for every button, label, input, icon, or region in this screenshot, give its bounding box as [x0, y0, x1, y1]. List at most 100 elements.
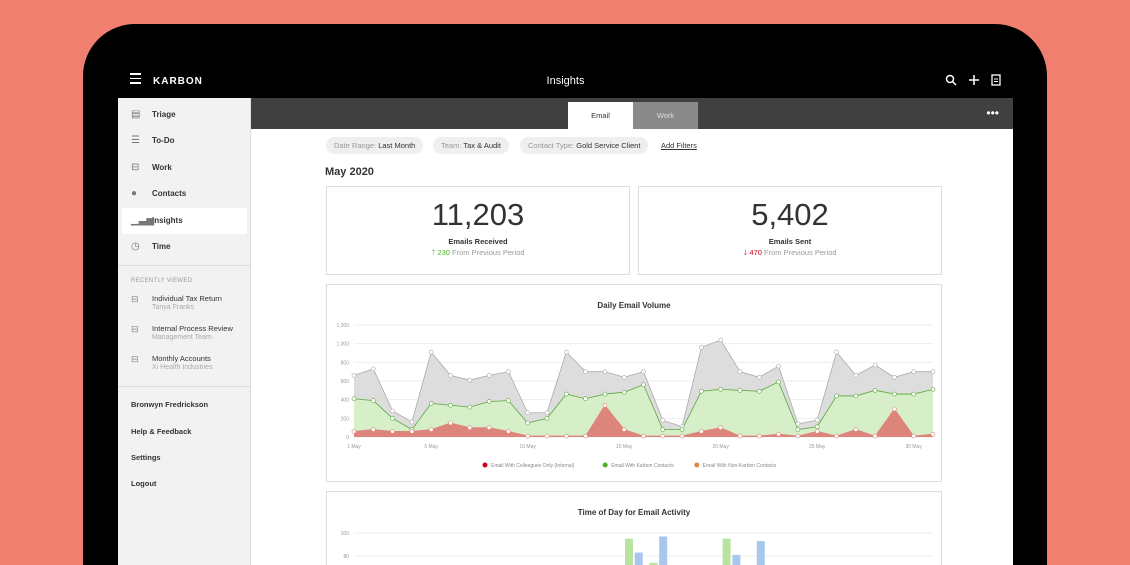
legend-marker: [482, 462, 488, 468]
data-point: [795, 433, 801, 439]
data-point: [776, 431, 781, 437]
data-point: [737, 369, 743, 374]
data-point: [872, 362, 878, 368]
filter-team[interactable]: Team: Tax & Audit: [433, 137, 509, 154]
sidebar-item-time[interactable]: ◷ Time: [122, 234, 247, 260]
divider: [118, 386, 251, 387]
data-point: [834, 349, 839, 355]
brand-logo: KARBON: [153, 76, 203, 87]
help-feedback-link[interactable]: Help & Feedback: [131, 427, 192, 436]
settings-link[interactable]: Settings: [131, 453, 161, 462]
data-point: [486, 399, 492, 404]
more-options-icon[interactable]: •••: [986, 106, 999, 120]
data-point: [486, 373, 492, 378]
recent-item[interactable]: ⊟ Individual Tax Return Tanya Franks: [131, 294, 222, 311]
y-tick-label: 1,000: [336, 342, 349, 348]
data-point: [467, 425, 473, 430]
data-point: [911, 369, 917, 374]
data-point: [737, 388, 743, 393]
y-tick-label: 800: [341, 360, 350, 366]
data-point: [390, 416, 395, 421]
data-point: [911, 433, 917, 439]
sidebar-item-triage[interactable]: ▤ Triage: [122, 102, 247, 128]
recent-item[interactable]: ⊟ Monthly Accounts Xi Health Industries: [131, 354, 213, 371]
legend-label: Email With Colleagues Only (Internal): [491, 463, 575, 469]
data-point: [892, 374, 897, 380]
data-point: [853, 373, 859, 378]
data-point: [544, 410, 550, 416]
data-point: [428, 427, 434, 432]
x-tick-label: 30 May: [905, 444, 922, 450]
filter-contact-type[interactable]: Contact Type: Gold Service Client: [520, 137, 649, 154]
data-point: [718, 387, 724, 392]
sidebar-item-contacts[interactable]: ● Contacts: [122, 181, 247, 207]
y-tick-label: 200: [341, 416, 350, 422]
top-bar: KARBON Insights: [118, 62, 1013, 98]
user-profile-link[interactable]: Bronwyn Fredrickson: [131, 400, 209, 409]
data-point: [699, 345, 704, 350]
bar: [756, 541, 765, 565]
sidebar-item-work[interactable]: ⊟ Work: [122, 155, 247, 181]
arrow-up-icon: 🡑: [431, 248, 436, 257]
data-point: [467, 377, 473, 383]
kpi-emails-received: 11,203 Emails Received 🡑 230 From Previo…: [326, 186, 630, 275]
menu-icon[interactable]: [130, 73, 141, 85]
data-point: [621, 374, 627, 380]
data-point: [641, 369, 646, 374]
data-point: [660, 433, 666, 439]
search-icon[interactable]: [945, 74, 957, 86]
data-point: [699, 388, 704, 394]
tab-work[interactable]: Work: [633, 102, 698, 129]
period-heading: May 2020: [325, 166, 374, 178]
data-point: [370, 366, 376, 372]
data-point: [409, 419, 415, 425]
data-point: [583, 396, 588, 402]
data-point: [679, 427, 685, 432]
data-point: [756, 374, 762, 380]
data-point: [390, 408, 395, 414]
data-point: [602, 369, 608, 374]
data-point: [892, 391, 897, 397]
data-point: [506, 429, 511, 434]
recent-item[interactable]: ⊟ Internal Process Review Management Team: [131, 324, 233, 341]
data-point: [872, 388, 878, 393]
notes-icon[interactable]: [990, 74, 1002, 86]
y-tick-label: 100: [341, 531, 350, 537]
data-point: [351, 429, 357, 434]
divider: [118, 265, 251, 266]
briefcase-icon: ⊟: [131, 324, 139, 334]
daily-email-volume-chart: Daily Email Volume 0 200 400 600 800 1,000 1,20…: [336, 301, 936, 469]
data-point: [699, 429, 704, 434]
area-series-2: [354, 405, 933, 437]
data-point: [911, 391, 917, 397]
filter-date-range[interactable]: Date Range: Last Month: [326, 137, 424, 154]
add-filters-link[interactable]: Add Filters: [661, 141, 697, 150]
logout-link[interactable]: Logout: [131, 479, 157, 488]
data-point: [795, 427, 801, 432]
person-icon: ●: [131, 188, 138, 199]
data-point: [370, 398, 376, 403]
data-point: [776, 379, 781, 385]
y-tick-label: 0: [346, 435, 349, 441]
data-point: [660, 427, 666, 432]
plus-icon[interactable]: [968, 74, 980, 86]
sidebar-item-to-do[interactable]: ☰ To-Do: [122, 128, 247, 154]
x-tick-label: 25 May: [809, 444, 826, 450]
data-point: [525, 410, 530, 416]
data-point: [930, 369, 936, 374]
data-point: [602, 391, 608, 397]
y-tick-label: 600: [341, 379, 350, 385]
tab-email[interactable]: Email: [568, 102, 633, 129]
data-point: [564, 433, 569, 439]
data-point: [834, 393, 839, 399]
bar: [659, 536, 668, 565]
x-tick-label: 5 May: [424, 444, 438, 450]
bar-chart-icon: ▁▃▅: [131, 215, 155, 226]
data-point: [428, 401, 434, 406]
sidebar-item-insights[interactable]: ▁▃▅ Insights: [122, 208, 247, 234]
data-point: [428, 349, 434, 355]
recently-viewed-heading: RECENTLY VIEWED: [131, 278, 193, 284]
data-point: [525, 420, 530, 426]
data-point: [641, 433, 646, 439]
data-point: [564, 391, 569, 397]
